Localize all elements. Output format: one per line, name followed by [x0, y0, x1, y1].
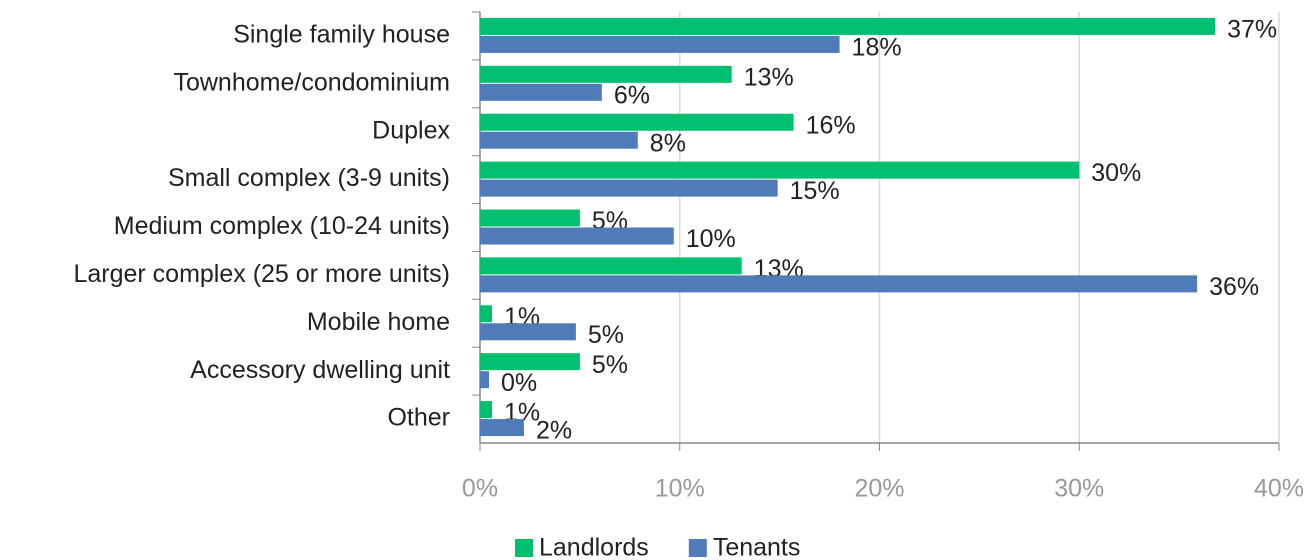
- bar: [480, 371, 489, 389]
- data-label: 37%: [1227, 16, 1277, 44]
- x-tick-label: 30%: [1054, 475, 1104, 503]
- x-tick-label: 40%: [1254, 475, 1304, 503]
- bar: [480, 17, 1216, 35]
- bar: [480, 401, 492, 419]
- bar: [480, 65, 732, 83]
- legend-swatch: [515, 539, 533, 557]
- y-tick-label: Small complex (3-9 units): [168, 164, 450, 192]
- y-tick-label: Duplex: [372, 116, 450, 144]
- x-tick-label: 20%: [854, 475, 904, 503]
- y-tick-label: Mobile home: [307, 308, 450, 336]
- data-label: 5%: [592, 351, 628, 379]
- bar: [480, 35, 840, 53]
- data-label: 15%: [790, 177, 840, 205]
- data-label: 36%: [1209, 273, 1259, 301]
- bar: [480, 275, 1198, 293]
- data-label: 5%: [588, 321, 624, 349]
- legend-swatch: [688, 539, 707, 557]
- bar: [480, 353, 580, 371]
- bar: [480, 161, 1080, 179]
- data-label: 0%: [501, 369, 537, 397]
- data-label: 30%: [1091, 159, 1141, 187]
- y-tick-label: Accessory dwelling unit: [190, 356, 450, 384]
- data-label: 13%: [744, 63, 794, 91]
- bar: [480, 83, 602, 101]
- y-tick-label: Single family house: [233, 21, 450, 49]
- bar: [480, 323, 576, 341]
- y-tick-label: Other: [387, 404, 450, 432]
- data-label: 2%: [536, 417, 572, 445]
- y-tick-label: Townhome/condominium: [173, 68, 450, 96]
- bar: [480, 227, 674, 245]
- data-label: 6%: [614, 81, 650, 109]
- y-tick-label: Larger complex (25 or more units): [73, 260, 450, 288]
- y-tick-label: Medium complex (10-24 units): [114, 212, 450, 240]
- legend-label: Landlords: [539, 534, 649, 560]
- data-label: 18%: [852, 34, 902, 62]
- bar: [480, 257, 742, 275]
- data-label: 16%: [806, 111, 856, 139]
- bar: [480, 209, 580, 227]
- x-tick-label: 0%: [462, 475, 498, 503]
- bar: [480, 305, 492, 323]
- data-label: 8%: [650, 129, 686, 157]
- bar: [480, 131, 638, 149]
- legend-label: Tenants: [713, 534, 801, 560]
- data-label: 10%: [686, 225, 736, 253]
- x-tick-label: 10%: [655, 475, 705, 503]
- bar: [480, 419, 524, 437]
- bar: [480, 179, 778, 197]
- bar: [480, 113, 794, 131]
